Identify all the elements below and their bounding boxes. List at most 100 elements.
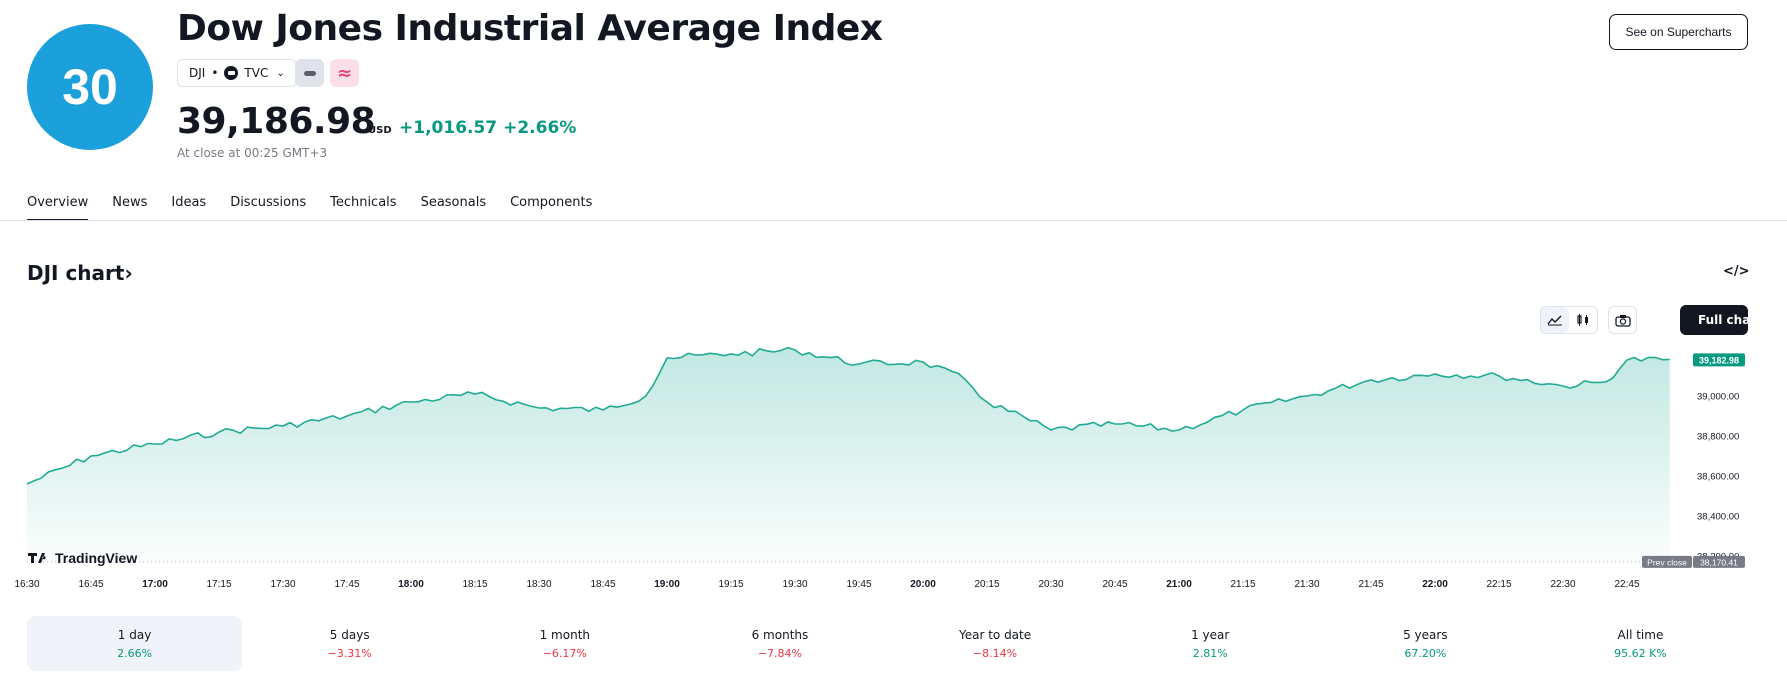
x-tick-label: 20:00 bbox=[910, 579, 936, 590]
x-tick-label: 22:45 bbox=[1614, 579, 1639, 590]
embed-code-icon[interactable]: </> bbox=[1723, 264, 1750, 279]
tradingview-logo-icon bbox=[28, 553, 46, 563]
chevron-down-icon: ⌄ bbox=[276, 67, 285, 79]
exchange-label: TVC bbox=[244, 66, 269, 80]
tab-technicals[interactable]: Technicals bbox=[330, 195, 397, 210]
x-tick-label: 18:30 bbox=[526, 579, 551, 590]
full-chart-button[interactable]: Full chart bbox=[1680, 305, 1762, 335]
x-tick-label: 17:00 bbox=[142, 579, 168, 590]
tab-discussions[interactable]: Discussions bbox=[230, 195, 307, 210]
x-tick-label: 21:30 bbox=[1294, 579, 1319, 590]
period-value: 95.62 K% bbox=[1614, 646, 1667, 660]
period-year-to-date[interactable]: Year to date −8.14% bbox=[888, 616, 1103, 671]
period-label: 1 day bbox=[117, 627, 152, 642]
price-chart[interactable]: 16:30 16:45 17:00 17:15 17:30 17:45 18:00 18:15… bbox=[0, 340, 1787, 600]
x-tick-label: 19:45 bbox=[846, 579, 871, 590]
x-tick-label: 16:45 bbox=[78, 579, 103, 590]
period-label: 5 years bbox=[1403, 627, 1448, 642]
close-time-note: At close at 00:25 GMT+3 bbox=[177, 146, 328, 160]
period-label: 1 month bbox=[539, 627, 591, 642]
cfd-badge[interactable]: ≈ bbox=[330, 59, 359, 87]
tab-overview[interactable]: Overview bbox=[27, 195, 89, 221]
period-6-months[interactable]: 6 months −7.84% bbox=[672, 616, 887, 671]
last-value-label: 39,182.98 bbox=[1699, 355, 1739, 365]
period-1-month[interactable]: 1 month −6.17% bbox=[457, 616, 672, 671]
camera-icon[interactable] bbox=[1608, 306, 1637, 334]
prev-close-tag bbox=[1642, 555, 1692, 568]
x-tick-label: 20:15 bbox=[974, 579, 999, 590]
change-percent: +2.66% bbox=[503, 118, 577, 138]
period-value: 2.66% bbox=[117, 646, 153, 660]
y-tick-label: 38,800.00 bbox=[1697, 432, 1739, 443]
chart-title-text: DJI chart bbox=[27, 261, 125, 285]
period-value: 2.81% bbox=[1192, 646, 1228, 660]
prev-close-value-label: 38,170.41 bbox=[1700, 557, 1738, 567]
x-tick-label: 17:15 bbox=[206, 579, 231, 590]
separator-dot: • bbox=[211, 66, 219, 80]
chevron-right-icon: › bbox=[124, 261, 133, 285]
chart-section-title[interactable]: DJI chart› bbox=[27, 261, 133, 285]
tab-components[interactable]: Components bbox=[510, 195, 593, 210]
tab-seasonals[interactable]: Seasonals bbox=[420, 195, 487, 210]
x-tick-label: 19:30 bbox=[782, 579, 807, 590]
x-tick-label: 21:00 bbox=[1166, 579, 1192, 590]
tradingview-watermark: TradingView bbox=[28, 550, 137, 566]
change-absolute: +1,016.57 bbox=[399, 118, 498, 138]
period-1-year[interactable]: 1 year 2.81% bbox=[1103, 616, 1318, 671]
period-value: 67.20% bbox=[1404, 646, 1447, 660]
currency-label: USD bbox=[368, 125, 392, 136]
x-tick-label: 21:45 bbox=[1358, 579, 1383, 590]
x-tick-label: 18:00 bbox=[398, 579, 424, 590]
period-1-day[interactable]: 1 day 2.66% bbox=[27, 616, 243, 671]
tab-bar: Overview News Ideas Discussions Technica… bbox=[27, 195, 592, 221]
x-tick-label: 21:15 bbox=[1230, 579, 1255, 590]
x-tick-label: 19:00 bbox=[654, 579, 680, 590]
period-value: −8.14% bbox=[972, 646, 1018, 660]
chart-style-toggle bbox=[1540, 306, 1598, 334]
x-tick-label: 20:45 bbox=[1102, 579, 1127, 590]
period-label: All time bbox=[1617, 627, 1664, 642]
candles-icon[interactable] bbox=[1569, 307, 1597, 333]
last-price: 39,186.98 bbox=[177, 101, 376, 142]
period-5-days[interactable]: 5 days −3.31% bbox=[242, 616, 457, 671]
period-5-years[interactable]: 5 years 67.20% bbox=[1318, 616, 1533, 671]
prev-close-label: Prev close bbox=[1647, 557, 1687, 567]
full-chart-label: Full chart bbox=[1698, 313, 1762, 327]
period-label: 1 year bbox=[1191, 627, 1230, 642]
x-tick-label: 20:30 bbox=[1038, 579, 1063, 590]
period-label: 5 days bbox=[329, 627, 370, 642]
index-logo: 30 bbox=[27, 24, 153, 150]
period-value: −7.84% bbox=[757, 646, 803, 660]
chart-series-line bbox=[26, 346, 1670, 485]
prev-close-value-tag bbox=[1693, 555, 1745, 568]
see-on-supercharts-button[interactable]: See on Supercharts bbox=[1609, 14, 1748, 50]
period-all-time[interactable]: All time 95.62 K% bbox=[1533, 616, 1748, 671]
exchange-icon bbox=[224, 66, 239, 80]
period-value: −3.31% bbox=[327, 646, 372, 660]
y-tick-label: 38,600.00 bbox=[1697, 472, 1739, 483]
x-tick-label: 17:30 bbox=[270, 579, 295, 590]
x-tick-label: 22:15 bbox=[1486, 579, 1511, 590]
last-value-tag bbox=[1693, 353, 1745, 367]
period-label: 6 months bbox=[751, 627, 809, 642]
tabs-divider bbox=[0, 220, 1787, 221]
page-title: Dow Jones Industrial Average Index bbox=[177, 8, 883, 49]
x-tick-label: 18:45 bbox=[590, 579, 615, 590]
symbol-label: DJI bbox=[189, 66, 206, 80]
performance-periods: 1 day 2.66% 5 days −3.31% 1 month −6.17% 6 … bbox=[27, 616, 1748, 671]
chart-area-fill bbox=[27, 347, 1670, 562]
x-tick-label: 16:30 bbox=[14, 579, 39, 590]
period-value: −6.17% bbox=[542, 646, 587, 660]
tab-news[interactable]: News bbox=[112, 195, 148, 210]
y-tick-label: 39,000.00 bbox=[1697, 392, 1739, 403]
x-tick-label: 22:30 bbox=[1550, 579, 1575, 590]
symbol-selector[interactable]: DJI • TVC ⌄ bbox=[177, 59, 297, 87]
x-tick-label: 22:00 bbox=[1422, 579, 1448, 590]
index-type-badge[interactable] bbox=[295, 59, 324, 87]
x-tick-label: 17:45 bbox=[334, 579, 359, 590]
x-tick-label: 19:15 bbox=[718, 579, 743, 590]
area-chart-icon[interactable] bbox=[1541, 307, 1569, 333]
tradingview-brand-text: TradingView bbox=[55, 550, 137, 566]
y-tick-label: 38,400.00 bbox=[1697, 512, 1739, 523]
tab-ideas[interactable]: Ideas bbox=[171, 195, 207, 210]
